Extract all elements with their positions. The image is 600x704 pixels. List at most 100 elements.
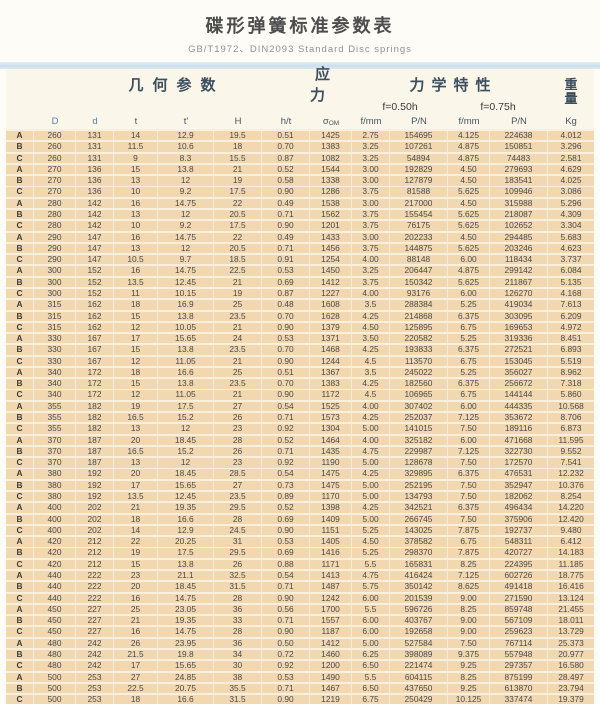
table-cell: 3.296 [548,142,594,152]
table-cell: 6.375 [448,469,490,479]
table-cell: 136 [76,176,114,186]
table-cell: 300 [34,288,76,299]
table-cell: 16.5 [114,413,158,423]
table-cell: 4.025 [548,176,594,186]
table-cell: 6.00 [448,401,490,412]
table-cell: 1383 [310,142,352,152]
table-cell: 0.90 [262,593,310,603]
table-cell: 187 [76,435,114,445]
row-type-label: C [6,153,34,163]
table-cell: 353672 [490,413,548,423]
table-cell: 0.90 [262,525,310,536]
table-cell: 26 [114,638,158,649]
table-cell: 319336 [490,334,548,344]
table-row: A 370 187 20 18.45 28 0.52 1464 4.00 325182 6.00 47… [6,435,594,445]
group-header-geometry: 几何参数 [128,76,225,94]
table-row: B 480 242 21.5 19.8 34 0.72 1460 6.25 398089 9.375… [6,649,594,660]
table-cell: 34 [214,649,262,660]
row-type-label: B [6,413,34,423]
table-cell: 7.875 [448,548,490,558]
table-cell: 212 [76,548,114,558]
row-type-label: C [6,187,34,197]
table-cell: 167 [76,345,114,355]
row-type-label: C [6,322,34,333]
table-cell: 0.56 [262,604,310,615]
table-cell: 4.25 [352,379,390,389]
table-cell: 1413 [310,570,352,581]
table-cell: 12 [114,322,158,333]
row-type-label: B [6,683,34,694]
table-cell: 1573 [310,413,352,423]
row-type-label: A [6,537,34,547]
table-cell: 1200 [310,661,352,671]
table-cell: 23.5 [214,492,262,502]
column-header: P/N [511,116,527,127]
row-type-label: C [6,458,34,468]
table-cell: 1409 [310,514,352,524]
table-cell: 3.75 [352,209,390,220]
page-title: 碟形弹簧标准参数表 [205,16,395,37]
table-cell: 370 [34,458,76,468]
table-cell: 15.65 [158,661,214,671]
table-cell: 125895 [390,322,448,333]
table-cell: 0.58 [262,176,310,186]
table-cell: 0.71 [262,209,310,220]
table-cell: 280 [34,221,76,231]
table-cell: 0.70 [262,142,310,152]
table-cell: 12.9 [158,525,214,536]
table-cell: 165831 [390,559,448,570]
table-row: A 400 202 21 19.35 29.5 0.52 1398 4.25 342521 6.37… [6,503,594,513]
group-header-stress: 应力 [310,66,336,104]
table-cell: 242 [76,649,114,660]
table-cell: 7.125 [448,570,490,581]
table-cell: 152 [76,266,114,276]
table-cell: 1460 [310,649,352,660]
table-cell: 24.5 [214,525,262,536]
table-cell: 3.75 [352,187,390,197]
table-cell: 420 [34,537,76,547]
table-cell: 222 [76,593,114,603]
table-cell: 18 [214,142,262,152]
table-cell: 23.5 [214,345,262,355]
row-type-label: A [6,570,34,581]
table-cell: 22 [214,198,262,209]
table-cell: 4.50 [448,232,490,242]
table-cell: 141015 [390,424,448,434]
table-cell: 1467 [310,683,352,694]
table-cell: 19.8 [158,649,214,660]
table-cell: 875199 [490,672,548,682]
table-cell: 21 [214,390,262,400]
table-cell: 13.8 [158,311,214,321]
table-cell: 27 [114,672,158,682]
table-cell: 256672 [490,379,548,389]
table-cell: 290 [34,255,76,265]
table-cell: 290 [34,232,76,242]
table-cell: 21 [214,277,262,288]
load-header-f075: f=0.75h [480,101,516,113]
table-cell: 12 [158,424,214,434]
table-row: C 370 187 13 12 23 0.92 1190 5.00 128678 7.50 17257… [6,458,594,468]
table-cell: 18.775 [548,570,594,581]
divider-bar [0,62,600,69]
table-cell: 290 [34,243,76,254]
table-cell: 20.75 [158,683,214,694]
table-cell: 0.53 [262,672,310,682]
table-cell: 7.613 [548,300,594,310]
table-cell: 6.75 [448,356,490,367]
row-type-label: B [6,548,34,558]
table-cell: 21.5 [114,649,158,660]
table-cell: 1538 [310,198,352,209]
table-cell: 5.25 [352,525,390,536]
table-cell: 0.49 [262,198,310,209]
table-row: A 500 253 27 24.85 38 0.53 1490 5.5 604115 8.25 875… [6,672,594,682]
table-cell: 270 [34,176,76,186]
table-cell: 81588 [390,187,448,197]
table-cell: 1544 [310,164,352,175]
table-cell: 6.00 [352,627,390,637]
table-cell: 212 [76,559,114,570]
table-cell: 13 [114,209,158,220]
table-row: B 260 131 11.5 10.6 18 0.70 1383 3.25 107261 4.875… [6,142,594,152]
table-cell: 182 [76,413,114,423]
table-cell: 27 [214,401,262,412]
